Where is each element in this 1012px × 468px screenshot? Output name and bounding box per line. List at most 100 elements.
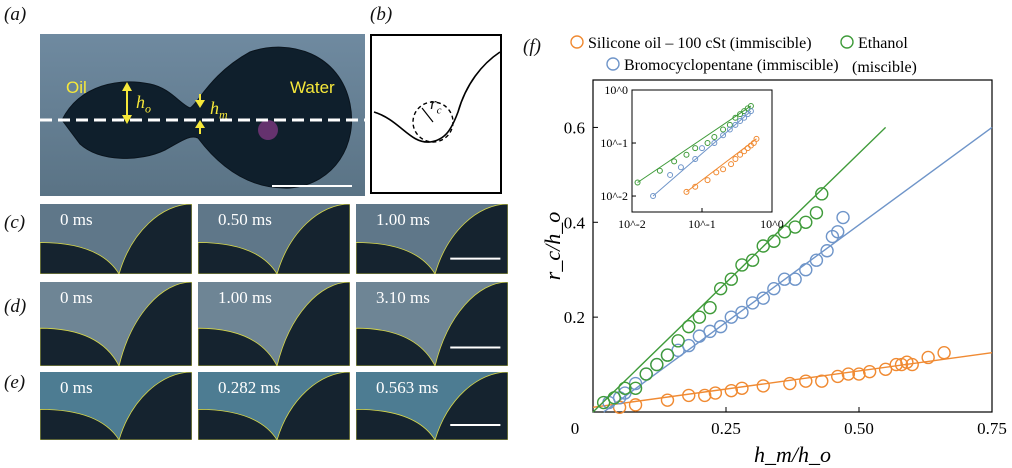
data-point-bromo [724,310,739,324]
inset-point-bromo [667,171,674,178]
data-point-silicone [783,376,797,391]
data-point-ethanol [767,234,781,248]
inset-x-tick-label: 10^0 [760,217,784,231]
inset-point-silicone [744,145,751,152]
fit-line-silicone [592,352,993,408]
inset-point-bromo [677,164,684,171]
data-point-ethanol [703,300,717,315]
y-tick-label: 0.4 [564,213,586,232]
data-point-bromo [639,367,653,381]
x-tick-label: 0.25 [711,419,741,438]
inset-point-bromo [737,118,744,125]
panel-d-label: (d) [4,296,27,317]
data-point-silicone [799,374,813,388]
x-tick-label: 0 [571,419,580,438]
water-label: Water [290,78,335,97]
data-point-bromo [692,329,707,343]
panel-c-label: (c) [4,212,26,233]
inset-point-silicone [720,166,727,173]
inset-x-tick-label: 10^-2 [618,217,646,231]
data-point-ethanol [735,258,749,272]
data-point-silicone [815,374,829,388]
inset-x-tick-label: 10^-1 [688,217,716,231]
data-point-bromo [618,386,632,400]
inset-point-bromo [692,155,699,162]
panel-b-label: (b) [370,4,393,25]
inset-point-bromo [650,193,657,200]
inset-point-ethanol [726,121,733,128]
frame-e-2: 0.282 ms [198,372,350,440]
inset-point-ethanol [704,140,711,147]
legend-marker-ethanol [840,35,854,49]
data-point-silicone [862,364,877,379]
data-point-bromo [628,376,643,391]
legend-label-bromo: Bromocyclopentane (immiscible) [624,57,839,74]
data-point-silicone [852,367,866,381]
panel-a-label: (a) [4,4,27,25]
inset-point-ethanol [692,145,699,152]
inset-point-bromo [711,140,718,147]
y-tick-label: 0.6 [564,118,585,137]
inset-point-silicone [750,140,757,147]
data-point-silicone [937,346,951,360]
data-point-silicone [660,393,675,407]
frame-d-3: 3.10 ms [356,282,508,366]
data-point-ethanol [788,220,802,234]
legend-label-ethanol-2: (miscible) [852,59,917,76]
inset-point-bromo [732,121,739,128]
data-point-silicone [708,386,723,400]
frame-time-label: 0 ms [60,288,93,307]
frame-c-1: 0 ms [40,204,192,274]
inset-point-silicone [692,183,699,190]
frame-c-2: 0.50 ms [198,204,350,274]
data-point-bromo [756,291,770,305]
data-point-silicone [878,362,893,377]
inset-point-ethanol [656,167,663,174]
data-point-silicone [900,355,914,369]
inset-fit-bromo [652,110,752,197]
inset-point-ethanol [741,108,748,115]
y-tick-label: 0.2 [564,308,585,327]
inset-point-silicone [713,169,720,176]
data-point-silicone [628,398,643,412]
frame-time-label: 0 ms [60,210,93,229]
inset-point-ethanol [720,126,727,133]
inset-point-bromo [699,145,705,152]
inset-point-ethanol [737,111,744,118]
inset-point-ethanol [711,133,718,140]
data-point-ethanol [724,272,739,286]
inset-fit-silicone [686,138,757,193]
data-point-ethanol [692,310,707,324]
inset-point-ethanol [732,114,739,121]
data-point-bromo [820,244,834,258]
inset-point-silicone [704,177,711,184]
inset-point-ethanol [634,179,641,186]
legend-label-silicone: Silicone oil – 100 cSt (immiscible) [588,35,812,52]
data-point-ethanol [618,381,632,395]
x-tick-label: 0.50 [844,419,874,438]
fit-line-bromo [603,126,993,413]
data-point-bromo [777,272,792,286]
inset-point-silicone [753,135,760,142]
legend-marker-bromo [606,57,620,71]
frame-time-label: 1.00 ms [376,210,430,229]
h-o-label: ho [136,92,151,116]
inset-point-silicone [741,148,748,155]
data-point-silicone [682,388,696,403]
frame-e-1: 0 ms [40,372,192,440]
data-point-bromo [612,391,627,405]
data-point-ethanol [607,391,621,405]
data-point-ethanol [596,395,611,410]
data-point-ethanol [713,281,728,296]
data-point-ethanol [799,215,813,229]
inset-point-silicone [728,161,735,168]
data-point-silicone [894,357,909,372]
inset-y-tick-label: 10^-2 [600,189,628,203]
legend-marker-silicone [570,35,584,49]
inset-point-silicone [683,188,690,195]
droplet-drawing [40,46,365,189]
panel-b-schematic: rc [370,34,502,194]
data-point-silicone [889,357,903,372]
data-point-bromo [788,272,802,286]
data-point-silicone [756,379,770,393]
